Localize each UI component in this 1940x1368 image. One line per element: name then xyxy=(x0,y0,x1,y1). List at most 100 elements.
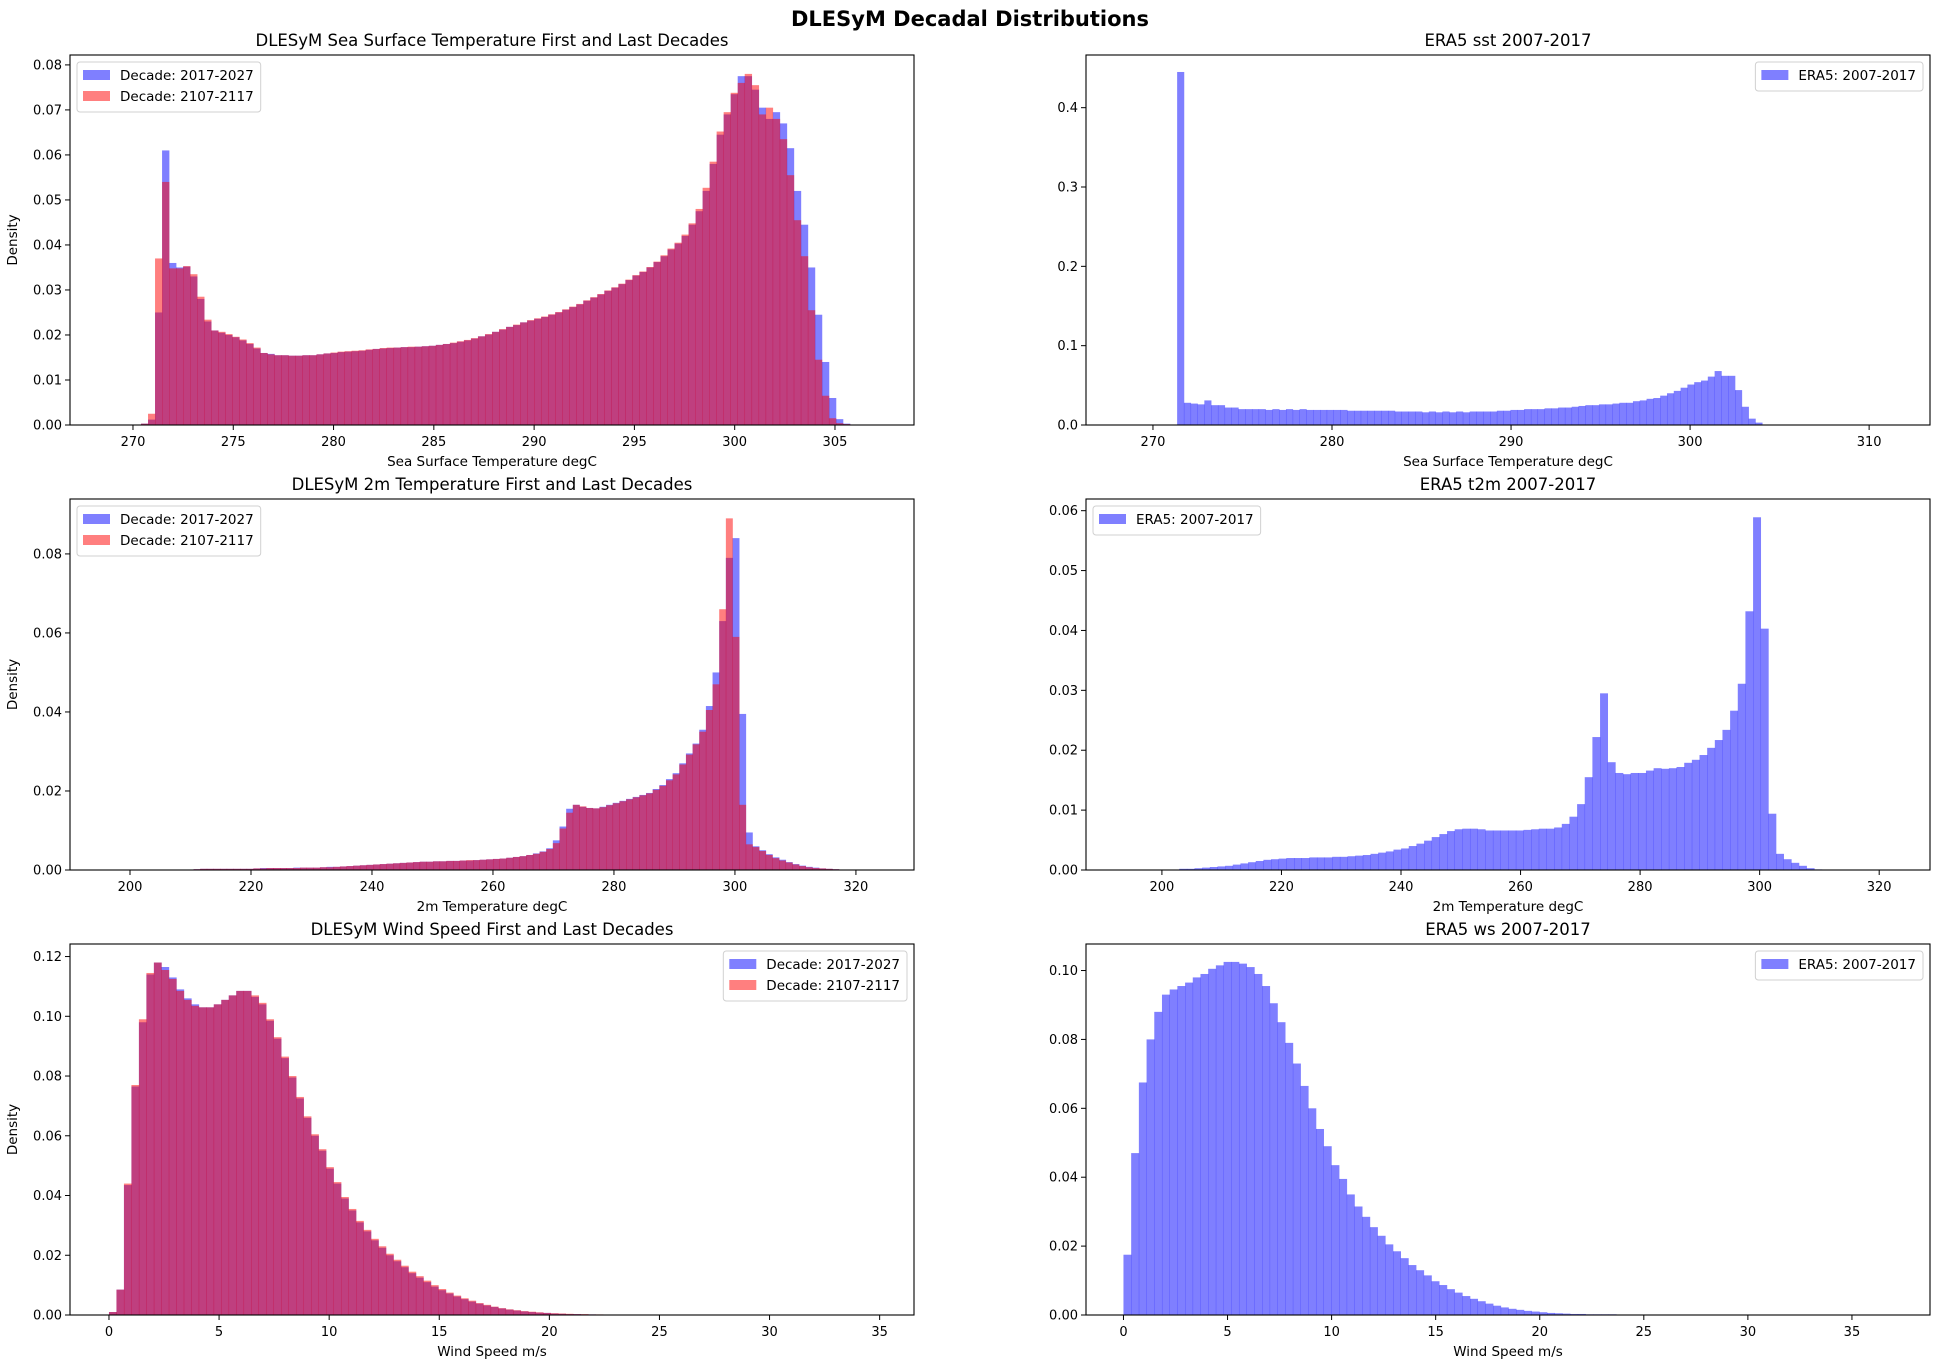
histogram-bar xyxy=(1277,1022,1286,1315)
histogram-bar xyxy=(1477,829,1486,870)
histogram-bar xyxy=(1571,406,1579,425)
histogram-bar xyxy=(566,812,574,870)
y-tick-label: 0.02 xyxy=(33,328,62,343)
histogram-bar xyxy=(379,864,387,870)
histogram-bar xyxy=(1753,517,1762,870)
histogram-bar xyxy=(460,1298,469,1315)
x-tick-label: 35 xyxy=(1844,1325,1861,1340)
histogram-bar xyxy=(1333,409,1341,425)
histogram-bar xyxy=(1632,401,1641,425)
histogram-bar xyxy=(1462,412,1470,425)
histogram-bar xyxy=(1423,1275,1432,1315)
y-tick-label: 0.04 xyxy=(33,705,62,720)
histogram-bar xyxy=(1362,1216,1371,1315)
histogram-bar xyxy=(712,684,720,870)
histogram-bar xyxy=(1554,1313,1563,1315)
axes-frame xyxy=(69,54,915,426)
histogram-bar xyxy=(1783,859,1792,870)
legend-frame xyxy=(1754,950,1924,981)
subplot-5: 0 5 10 15 20 25 30 35 0.00 0.02 0.04 0.06 0.08 0.10 ER… xyxy=(1049,920,1931,1360)
histogram-bar xyxy=(546,849,554,870)
histogram-bar xyxy=(1687,384,1695,425)
histogram-bar xyxy=(1578,405,1586,425)
histogram-bar xyxy=(1485,1303,1494,1315)
histogram-bar xyxy=(419,861,427,870)
histogram-bar xyxy=(1477,1301,1486,1315)
histogram-bar xyxy=(146,972,155,1315)
histogram-bar xyxy=(819,868,826,870)
histogram-bar xyxy=(543,1312,551,1315)
histogram-bar xyxy=(779,139,788,425)
axes-frame xyxy=(1085,54,1931,426)
x-tick-label: 260 xyxy=(481,880,506,895)
histogram-bar xyxy=(739,713,747,870)
histogram-bar xyxy=(1490,411,1498,425)
histogram-bar xyxy=(576,303,584,425)
histogram-bar xyxy=(155,258,163,425)
x-tick-label: 300 xyxy=(723,880,748,895)
histogram-bar xyxy=(433,861,441,870)
histogram-bar xyxy=(528,1311,537,1315)
histogram-bar xyxy=(506,857,514,870)
y-tick-label: 0.04 xyxy=(1049,1171,1078,1186)
histogram-bar xyxy=(1367,410,1375,425)
x-tick-label: 280 xyxy=(1628,880,1653,895)
histogram-bar xyxy=(281,355,289,425)
histogram-bar xyxy=(555,312,563,425)
histogram-bar xyxy=(785,862,793,870)
histogram-bar xyxy=(251,995,260,1315)
histogram-bar xyxy=(1197,404,1205,425)
histogram-bar xyxy=(1684,762,1693,870)
histogram-bar xyxy=(274,355,282,425)
histogram-bar xyxy=(1415,411,1423,425)
histogram-bar xyxy=(386,347,395,425)
histogram-bar xyxy=(1428,411,1436,425)
x-axis-label: 2m Temperature degC xyxy=(1433,899,1584,915)
legend-label: Decade: 2017-2027 xyxy=(120,68,254,84)
histogram-bar xyxy=(226,868,234,870)
histogram-bar xyxy=(1492,830,1501,870)
histogram-bar xyxy=(475,1303,484,1315)
histogram-bar xyxy=(1294,858,1302,870)
histogram-bar xyxy=(1476,411,1484,425)
histogram-bar xyxy=(288,1076,297,1315)
x-tick-label: 270 xyxy=(121,435,146,450)
histogram-bar xyxy=(330,352,338,425)
histogram-bar xyxy=(260,868,268,870)
histogram-bar xyxy=(1204,400,1212,425)
y-tick-label: 0.07 xyxy=(33,103,62,118)
histogram-bar xyxy=(681,234,689,425)
legend-entry: Decade: 2017-2027 xyxy=(83,512,254,528)
histogram-bar xyxy=(692,744,700,870)
histogram-bar xyxy=(456,341,465,425)
histogram-bar xyxy=(1439,834,1448,870)
series-0 xyxy=(193,538,853,870)
x-tick-label: 280 xyxy=(1320,435,1345,450)
histogram-bar xyxy=(1760,628,1769,870)
histogram-bar xyxy=(483,1304,492,1315)
histogram-bar xyxy=(359,865,367,870)
histogram-bar xyxy=(1408,846,1417,870)
histogram-bar xyxy=(1776,853,1784,870)
histogram-bar xyxy=(1400,1258,1409,1315)
x-tick-label: 300 xyxy=(1747,880,1772,895)
histogram-bar xyxy=(313,867,321,870)
histogram-bar xyxy=(183,999,192,1315)
histogram-bar xyxy=(1569,816,1578,870)
histogram-bar xyxy=(1615,772,1624,870)
histogram-bar xyxy=(1503,410,1511,425)
histogram-bar xyxy=(243,990,252,1315)
histogram-bar xyxy=(281,1056,289,1315)
histogram-bar xyxy=(1138,1082,1147,1315)
histogram-bar xyxy=(1339,856,1348,870)
histogram-bar xyxy=(439,861,447,870)
histogram-bar xyxy=(438,1289,447,1315)
histogram-bar xyxy=(466,860,474,870)
x-tick-label: 280 xyxy=(602,880,627,895)
histogram-bar xyxy=(1646,398,1654,425)
histogram-bar xyxy=(758,114,767,425)
series-0 xyxy=(1123,961,1617,1315)
histogram-bar xyxy=(116,1289,125,1315)
histogram-bar xyxy=(240,868,248,870)
histogram-bar xyxy=(1454,829,1463,870)
